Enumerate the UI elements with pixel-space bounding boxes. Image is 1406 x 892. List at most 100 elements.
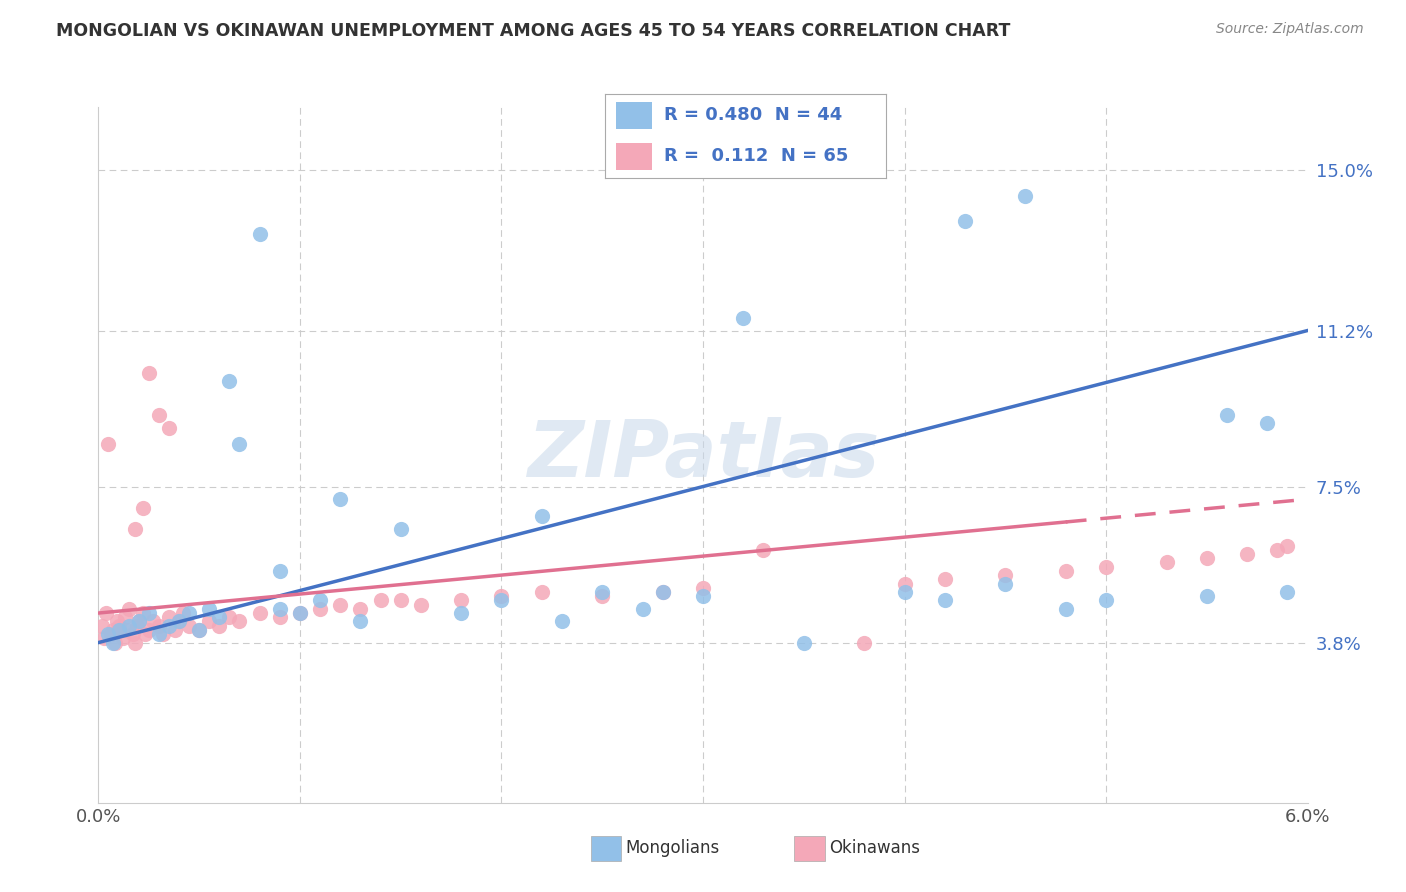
Point <box>142 615 165 629</box>
Point <box>389 522 412 536</box>
Text: MONGOLIAN VS OKINAWAN UNEMPLOYMENT AMONG AGES 45 TO 54 YEARS CORRELATION CHART: MONGOLIAN VS OKINAWAN UNEMPLOYMENT AMONG… <box>56 22 1011 40</box>
Point <box>107 618 129 632</box>
Point <box>329 598 352 612</box>
Point <box>118 602 141 616</box>
Point <box>121 627 143 641</box>
Point <box>105 615 128 629</box>
Point <box>148 627 170 641</box>
Point <box>1277 585 1299 599</box>
Point <box>692 589 714 603</box>
Point <box>198 615 221 629</box>
Point <box>101 635 124 649</box>
Point <box>309 602 332 616</box>
Point <box>530 585 553 599</box>
Point <box>1156 556 1178 570</box>
Point <box>349 602 371 616</box>
Point <box>125 618 148 632</box>
Point <box>91 618 114 632</box>
FancyBboxPatch shape <box>616 103 652 129</box>
Point <box>118 618 141 632</box>
Point <box>309 593 332 607</box>
Point <box>994 568 1017 582</box>
Point <box>107 623 129 637</box>
Point <box>148 618 170 632</box>
Point <box>934 572 956 586</box>
Point <box>167 615 190 629</box>
Point <box>138 606 160 620</box>
Point <box>138 366 160 380</box>
Point <box>994 576 1017 591</box>
Point <box>370 593 392 607</box>
Point <box>157 610 180 624</box>
Point <box>1267 542 1289 557</box>
Point <box>163 623 186 637</box>
Point <box>893 576 915 591</box>
Point <box>157 420 180 434</box>
Point <box>631 602 654 616</box>
Point <box>100 627 122 641</box>
FancyBboxPatch shape <box>616 143 652 169</box>
Point <box>853 635 876 649</box>
Point <box>934 593 956 607</box>
Point <box>269 564 291 578</box>
Point <box>1054 564 1077 578</box>
Point <box>138 623 160 637</box>
Text: ZIPatlas: ZIPatlas <box>527 417 879 493</box>
Point <box>97 627 120 641</box>
Point <box>157 618 180 632</box>
Point <box>128 615 150 629</box>
Point <box>1216 408 1239 422</box>
Point <box>188 623 211 637</box>
Point <box>228 437 250 451</box>
Point <box>111 632 134 646</box>
Point <box>134 627 156 641</box>
Point <box>591 585 613 599</box>
Point <box>1014 188 1036 202</box>
Text: Mongolians: Mongolians <box>626 839 720 857</box>
Point <box>752 542 775 557</box>
Point <box>651 585 673 599</box>
Point <box>152 627 174 641</box>
Point <box>269 610 291 624</box>
Point <box>793 635 815 649</box>
Point <box>148 408 170 422</box>
Point <box>188 623 211 637</box>
Point <box>288 606 311 620</box>
Point <box>409 598 432 612</box>
Point <box>93 632 115 646</box>
Point <box>218 374 240 388</box>
Point <box>893 585 915 599</box>
Point <box>97 437 120 451</box>
Point <box>115 623 138 637</box>
Point <box>1195 589 1218 603</box>
Point <box>530 509 553 524</box>
Point <box>1054 602 1077 616</box>
Point <box>132 606 155 620</box>
Point <box>172 606 194 620</box>
Point <box>208 610 231 624</box>
Point <box>1236 547 1258 561</box>
Point <box>329 492 352 507</box>
Point <box>953 214 976 228</box>
Point <box>491 593 513 607</box>
Text: R = 0.480  N = 44: R = 0.480 N = 44 <box>664 106 842 124</box>
Point <box>128 615 150 629</box>
Point <box>101 623 124 637</box>
Point <box>450 606 472 620</box>
Point <box>124 635 146 649</box>
Point <box>124 522 146 536</box>
Point <box>228 615 250 629</box>
Point <box>179 606 201 620</box>
Point <box>198 602 221 616</box>
Point <box>167 615 190 629</box>
Point <box>96 606 118 620</box>
Point <box>389 593 412 607</box>
Point <box>591 589 613 603</box>
Text: Okinawans: Okinawans <box>830 839 921 857</box>
Point <box>491 589 513 603</box>
Point <box>1195 551 1218 566</box>
Point <box>692 581 714 595</box>
Point <box>179 618 201 632</box>
Point <box>450 593 472 607</box>
Text: Source: ZipAtlas.com: Source: ZipAtlas.com <box>1216 22 1364 37</box>
